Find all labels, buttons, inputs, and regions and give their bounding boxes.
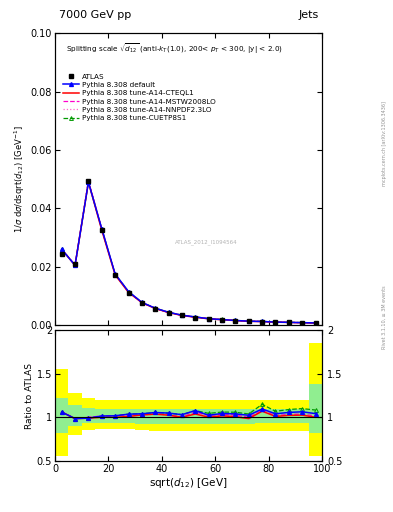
Text: Rivet 3.1.10, ≥ 3M events: Rivet 3.1.10, ≥ 3M events (382, 286, 387, 349)
Text: Jets: Jets (298, 10, 318, 20)
Y-axis label: 1/$\sigma$ d$\sigma$/dsqrt($d_{12}$) [GeV$^{-1}$]: 1/$\sigma$ d$\sigma$/dsqrt($d_{12}$) [Ge… (12, 125, 27, 233)
Y-axis label: Ratio to ATLAS: Ratio to ATLAS (25, 362, 34, 429)
Text: 7000 GeV pp: 7000 GeV pp (59, 10, 131, 20)
Text: mcplots.cern.ch [arXiv:1306.3436]: mcplots.cern.ch [arXiv:1306.3436] (382, 101, 387, 186)
Legend: ATLAS, Pythia 8.308 default, Pythia 8.308 tune-A14-CTEQL1, Pythia 8.308 tune-A14: ATLAS, Pythia 8.308 default, Pythia 8.30… (61, 72, 217, 123)
X-axis label: sqrt($d_{12}$) [GeV]: sqrt($d_{12}$) [GeV] (149, 476, 228, 490)
Text: Splitting scale $\sqrt{d_{12}}$ (anti-$k_T$(1.0), 200< $p_T$ < 300, |y| < 2.0): Splitting scale $\sqrt{d_{12}}$ (anti-$k… (66, 42, 283, 56)
Text: ATLAS_2012_I1094564: ATLAS_2012_I1094564 (175, 240, 238, 245)
